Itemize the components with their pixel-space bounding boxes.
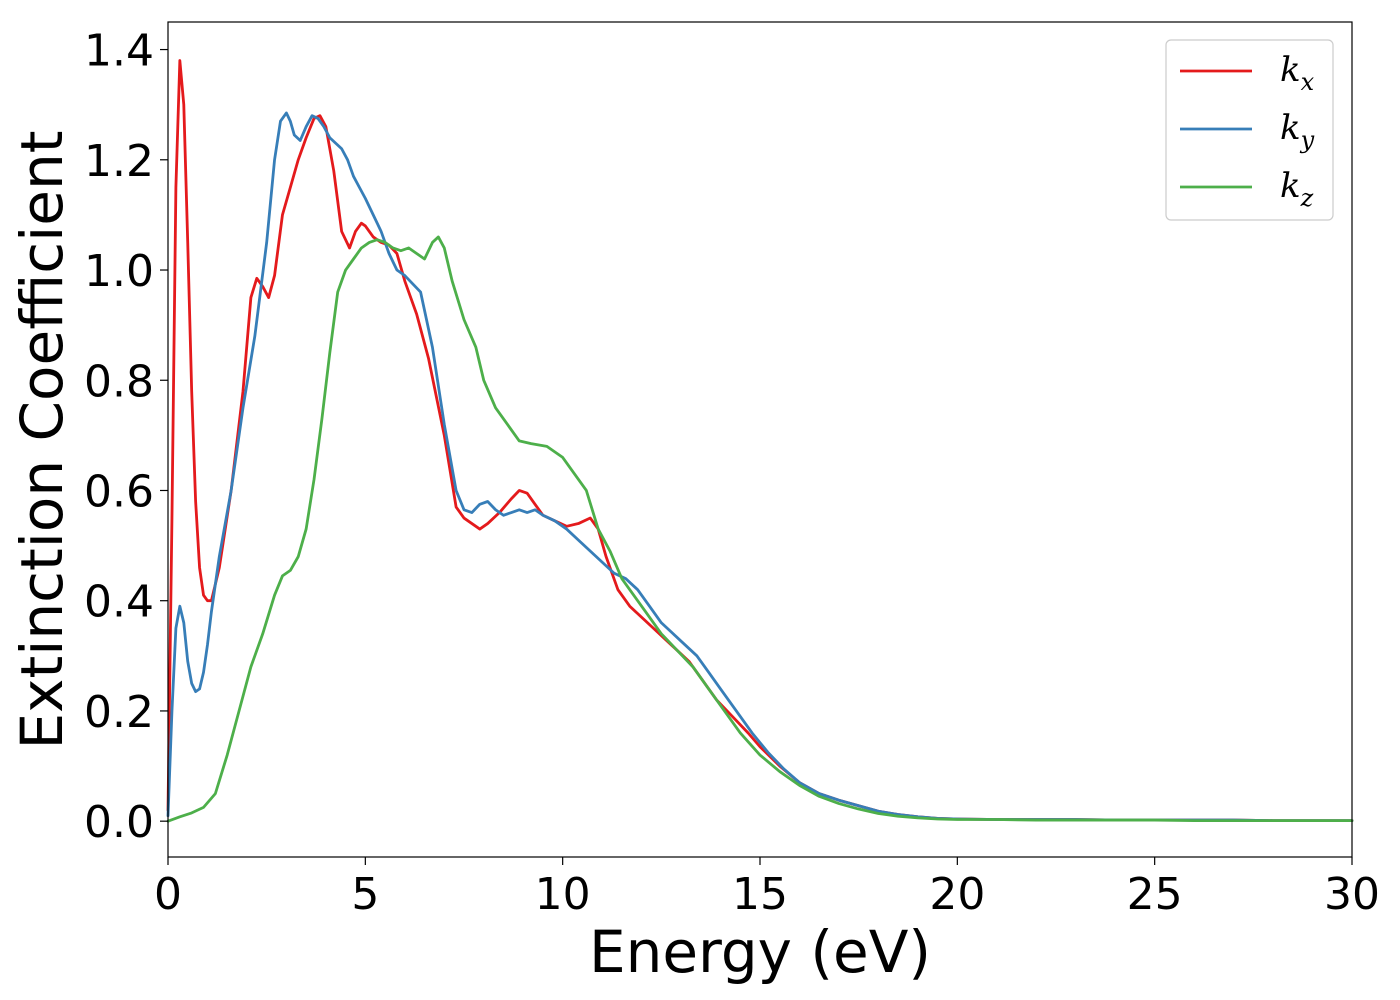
x-axis-label: Energy (eV)	[589, 918, 931, 986]
x-axis-ticks: 0 5 10 15 20 25 30	[154, 857, 1380, 920]
x-tick-label: 15	[732, 869, 788, 920]
x-tick-label: 10	[535, 869, 591, 920]
x-tick-label: 20	[929, 869, 985, 920]
y-axis-ticks: 0.0 0.2 0.4 0.6 0.8 1.0 1.2 1.4	[84, 26, 168, 848]
legend-label-x: kx	[1280, 50, 1315, 96]
legend-label-y: ky	[1280, 108, 1315, 154]
legend-label-z: kz	[1280, 166, 1314, 212]
x-tick-label: 25	[1127, 869, 1183, 920]
y-tick-label: 0.0	[84, 797, 154, 848]
legend-label-subscript: z	[1300, 184, 1314, 212]
x-tick-label: 5	[351, 869, 379, 920]
legend-label-base: k	[1280, 166, 1301, 206]
y-tick-label: 0.2	[84, 687, 154, 738]
y-tick-label: 0.4	[84, 577, 154, 628]
legend-label-base: k	[1280, 108, 1301, 148]
legend-label-base: k	[1280, 50, 1301, 90]
x-tick-label: 30	[1324, 869, 1380, 920]
legend-label-subscript: y	[1300, 126, 1315, 154]
legend-label-subscript: x	[1301, 68, 1315, 96]
y-tick-label: 0.6	[84, 466, 154, 517]
y-tick-label: 1.4	[84, 26, 154, 77]
series-line-z	[166, 235, 1354, 823]
y-tick-label: 1.0	[84, 246, 154, 297]
series-line-y	[166, 111, 1354, 823]
y-tick-label: 0.8	[84, 356, 154, 407]
y-tick-label: 1.2	[84, 136, 154, 187]
series-lines	[166, 59, 1354, 823]
x-tick-label: 0	[154, 869, 182, 920]
y-axis-label: Extinction Coefficient	[8, 131, 76, 750]
